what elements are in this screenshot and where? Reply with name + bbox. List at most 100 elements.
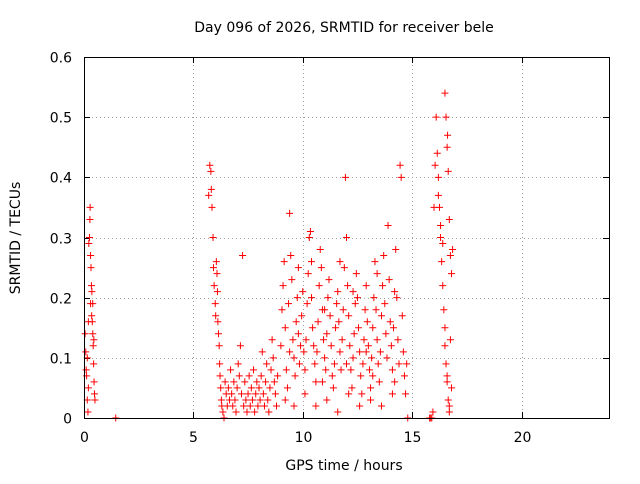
data-point — [252, 390, 260, 398]
data-point — [270, 378, 278, 386]
x-tick-label: 20 — [514, 430, 532, 446]
data-point — [91, 396, 99, 404]
data-point — [306, 227, 314, 235]
data-point — [445, 215, 453, 223]
data-point — [431, 161, 439, 169]
data-point — [243, 408, 251, 416]
data-point — [329, 384, 337, 392]
data-point — [349, 288, 357, 296]
data-point — [294, 330, 302, 338]
data-point — [303, 300, 311, 308]
data-point — [242, 396, 250, 404]
data-point — [444, 396, 452, 404]
data-point — [360, 336, 368, 344]
data-point — [332, 324, 340, 332]
data-point — [291, 372, 299, 380]
data-point — [382, 330, 390, 338]
data-point — [446, 336, 454, 344]
data-point — [445, 408, 453, 416]
data-point — [352, 270, 360, 278]
data-point — [362, 348, 370, 356]
data-point — [385, 276, 393, 284]
data-point — [211, 300, 219, 308]
y-tick-label: 0.4 — [50, 171, 72, 187]
data-point — [442, 113, 450, 121]
x-tick-label: 10 — [295, 430, 313, 446]
data-point — [310, 342, 318, 350]
data-point — [388, 390, 396, 398]
data-point — [86, 203, 94, 211]
data-point — [259, 390, 267, 398]
data-point — [395, 360, 403, 368]
data-point — [367, 396, 375, 404]
data-point — [335, 318, 343, 326]
data-point — [394, 336, 402, 344]
data-point — [448, 270, 455, 278]
data-point — [434, 191, 442, 199]
data-point — [322, 366, 330, 374]
data-point — [391, 288, 399, 296]
chart-title: Day 096 of 2026, SRMTID for receiver bel… — [194, 20, 493, 36]
data-point — [337, 366, 345, 374]
data-point — [363, 318, 371, 326]
data-point — [344, 282, 352, 290]
data-point — [313, 348, 321, 356]
data-point — [87, 264, 95, 272]
data-point — [278, 306, 286, 314]
x-tick-label: 0 — [80, 430, 89, 446]
data-point — [268, 336, 276, 344]
data-point — [248, 396, 256, 404]
data-point — [346, 342, 354, 350]
plot-frame — [84, 57, 610, 419]
data-point — [245, 372, 253, 380]
data-point — [265, 408, 273, 416]
data-point — [277, 342, 285, 350]
data-point — [309, 324, 317, 332]
y-tick-label: 0.2 — [50, 292, 72, 308]
data-point — [355, 324, 363, 332]
data-point — [398, 312, 406, 320]
y-axis-label: SRMTID / TECUs — [8, 182, 24, 295]
data-point — [283, 384, 291, 392]
data-point — [339, 306, 347, 314]
data-point — [403, 360, 411, 368]
data-point — [318, 378, 326, 386]
data-point — [255, 384, 263, 392]
data-point — [267, 366, 275, 374]
data-point — [85, 240, 93, 248]
data-point — [348, 384, 356, 392]
data-point — [209, 234, 217, 241]
data-point — [364, 342, 372, 350]
data-point — [347, 366, 355, 374]
data-point — [281, 324, 289, 332]
data-point — [400, 372, 408, 380]
data-point — [239, 252, 247, 260]
data-point — [90, 360, 98, 368]
data-point — [374, 360, 382, 368]
data-point — [285, 300, 293, 308]
data-point — [256, 396, 264, 404]
data-point — [299, 288, 307, 296]
data-point — [369, 324, 377, 332]
data-point — [325, 276, 333, 284]
data-point — [257, 372, 265, 380]
data-point — [316, 246, 324, 254]
data-point — [333, 300, 341, 308]
data-point — [208, 203, 216, 211]
data-point — [371, 258, 379, 266]
data-point — [279, 282, 287, 290]
data-point — [271, 390, 279, 398]
data-point — [88, 312, 96, 320]
data-point — [443, 372, 451, 380]
data-point — [295, 360, 303, 368]
data-point — [433, 149, 441, 157]
data-point — [317, 264, 325, 272]
data-point — [215, 342, 223, 350]
data-point — [308, 258, 315, 266]
data-point — [282, 366, 290, 374]
y-tick-label: 0.5 — [50, 111, 72, 127]
data-point — [376, 348, 384, 356]
data-point — [441, 342, 449, 350]
data-point — [212, 312, 220, 320]
